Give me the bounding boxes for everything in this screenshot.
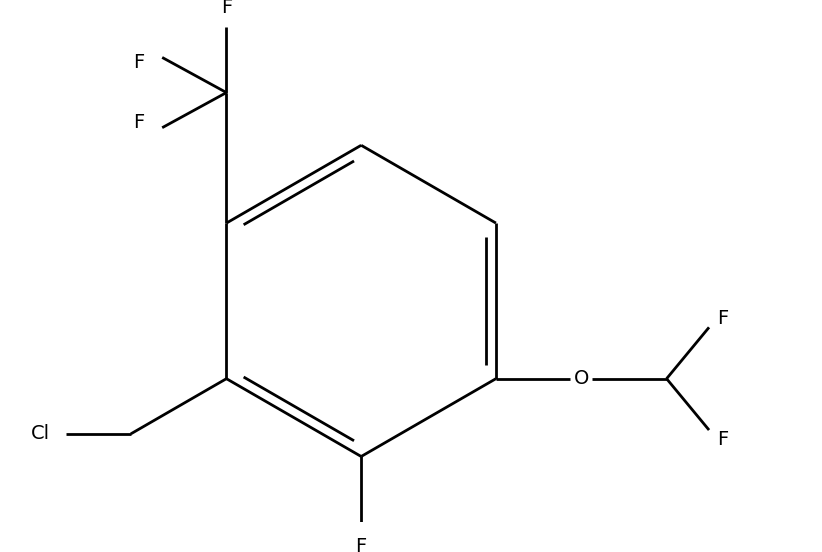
Text: F: F	[133, 53, 145, 72]
Text: F: F	[718, 309, 729, 328]
Text: F: F	[356, 537, 367, 552]
Text: Cl: Cl	[31, 424, 50, 443]
Text: F: F	[718, 429, 729, 449]
Text: O: O	[574, 369, 589, 388]
Text: F: F	[133, 113, 145, 132]
Text: F: F	[221, 0, 232, 17]
